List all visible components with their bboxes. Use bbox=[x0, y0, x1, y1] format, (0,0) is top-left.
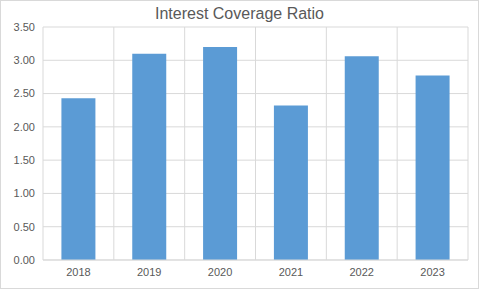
svg-text:0.00: 0.00 bbox=[14, 254, 35, 266]
svg-text:3.50: 3.50 bbox=[14, 21, 35, 33]
svg-text:3.00: 3.00 bbox=[14, 54, 35, 66]
svg-text:2.50: 2.50 bbox=[14, 87, 35, 99]
svg-text:2021: 2021 bbox=[279, 266, 303, 278]
html-text:Interest Coverage Ratio: Interest Coverage Ratio bbox=[155, 5, 324, 22]
svg-text:2023: 2023 bbox=[420, 266, 444, 278]
svg-text:2018: 2018 bbox=[66, 266, 90, 278]
svg-text:0.50: 0.50 bbox=[14, 221, 35, 233]
svg-text:2.00: 2.00 bbox=[14, 121, 35, 133]
svg-text:1.50: 1.50 bbox=[14, 154, 35, 166]
svg-text:2020: 2020 bbox=[208, 266, 232, 278]
svg-text:2019: 2019 bbox=[137, 266, 161, 278]
svg-text:1.00: 1.00 bbox=[14, 187, 35, 199]
svg-text:2022: 2022 bbox=[350, 266, 374, 278]
